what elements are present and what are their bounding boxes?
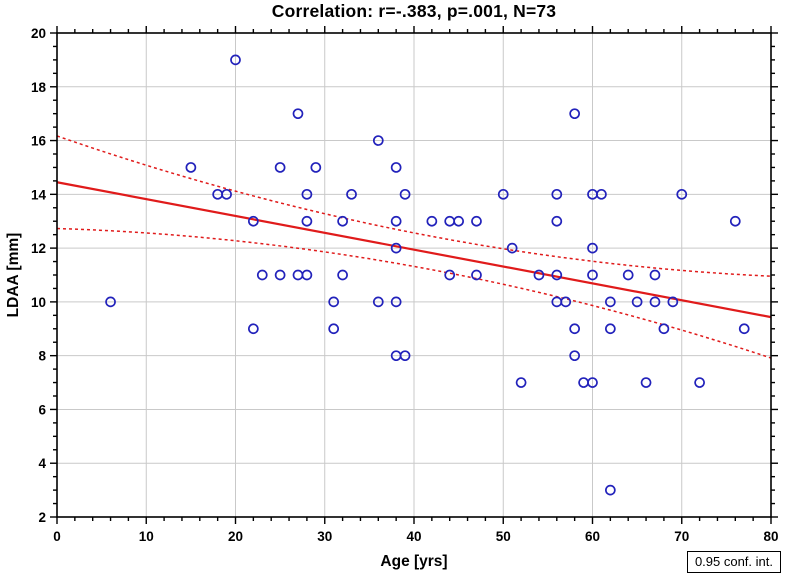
y-tick-label: 16 — [31, 134, 47, 149]
data-point — [569, 108, 581, 120]
data-point — [328, 296, 340, 308]
data-point — [337, 269, 348, 281]
confidence-legend: 0.95 conf. int. — [686, 551, 781, 573]
data-point — [390, 215, 402, 227]
data-point — [649, 269, 661, 281]
data-point — [551, 215, 563, 227]
data-point — [301, 215, 313, 227]
x-tick-label: 80 — [763, 529, 778, 544]
data-point — [640, 377, 652, 388]
data-point — [596, 188, 607, 200]
data-point — [471, 215, 482, 227]
data-point — [560, 296, 572, 308]
data-point — [578, 377, 589, 388]
x-axis-title: Age [yrs] — [380, 553, 448, 570]
data-point — [274, 162, 286, 173]
data-point — [444, 215, 456, 227]
data-point — [248, 215, 259, 227]
data-point — [390, 162, 402, 173]
y-tick-label: 18 — [31, 80, 47, 95]
data-point — [694, 377, 705, 388]
data-point — [346, 188, 357, 200]
data-point — [604, 296, 616, 308]
y-tick-label: 14 — [31, 187, 47, 202]
data-point — [274, 269, 286, 281]
y-tick-label: 2 — [38, 510, 46, 525]
data-point — [337, 215, 348, 227]
data-point — [676, 188, 688, 200]
data-point — [399, 188, 411, 200]
data-point — [292, 108, 304, 120]
data-point — [390, 242, 402, 254]
data-point — [587, 242, 598, 254]
y-tick-label: 8 — [38, 349, 46, 364]
data-point — [587, 269, 598, 281]
x-tick-label: 60 — [585, 529, 600, 544]
data-point — [471, 269, 482, 281]
x-tick-label: 50 — [496, 529, 511, 544]
data-point — [390, 296, 402, 308]
data-point — [738, 323, 750, 335]
data-point — [515, 377, 527, 388]
y-tick-label: 20 — [31, 26, 46, 41]
data-point — [729, 215, 741, 227]
data-point — [604, 484, 616, 496]
y-tick-label: 10 — [31, 295, 46, 310]
data-point — [292, 269, 304, 281]
data-point — [658, 323, 670, 335]
data-point — [497, 188, 509, 200]
data-point — [426, 215, 438, 227]
y-tick-label: 6 — [38, 402, 46, 417]
data-point — [587, 377, 598, 388]
x-tick-label: 70 — [674, 529, 689, 544]
data-point — [569, 323, 581, 335]
x-tick-label: 30 — [317, 529, 332, 544]
y-tick-label: 12 — [31, 241, 46, 256]
data-point — [631, 296, 643, 308]
x-tick-label: 0 — [53, 529, 61, 544]
x-tick-label: 20 — [228, 529, 243, 544]
data-point — [444, 269, 456, 281]
data-point — [604, 323, 616, 335]
data-point — [506, 242, 518, 254]
data-point — [230, 54, 241, 66]
x-tick-label: 10 — [139, 529, 154, 544]
data-point — [221, 188, 232, 200]
data-point — [328, 323, 340, 335]
data-point — [301, 188, 313, 200]
data-point — [105, 296, 116, 308]
data-point — [453, 215, 464, 227]
x-tick-label: 40 — [406, 529, 421, 544]
regression-line — [56, 181, 772, 319]
data-point — [649, 296, 661, 308]
data-point — [310, 162, 322, 173]
chart-title: Correlation: r=-.383, p=.001, N=73 — [271, 1, 557, 21]
data-point — [185, 162, 197, 173]
data-point — [551, 269, 563, 281]
data-point — [399, 350, 411, 362]
data-point — [533, 269, 545, 281]
data-point — [256, 269, 268, 281]
y-axis-title: LDAA [mm] — [5, 232, 22, 318]
data-point — [622, 269, 634, 281]
y-tick-label: 4 — [38, 456, 46, 471]
data-point — [248, 323, 259, 335]
data-point — [372, 135, 384, 146]
data-point — [301, 269, 313, 281]
data-point — [372, 296, 384, 308]
data-point — [569, 350, 581, 362]
data-point — [667, 296, 679, 308]
data-point — [551, 188, 563, 200]
